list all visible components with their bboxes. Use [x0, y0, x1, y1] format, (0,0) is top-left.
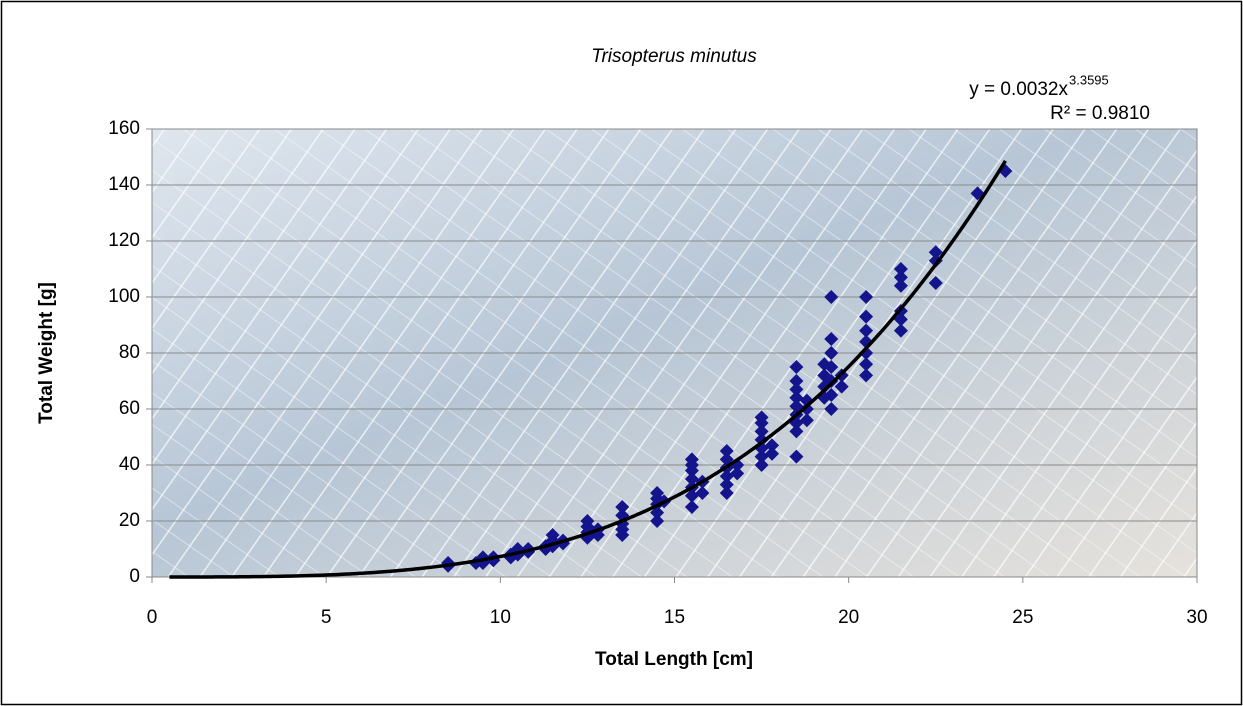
data-point	[824, 388, 839, 402]
data-point	[893, 262, 908, 276]
data-point	[799, 402, 814, 416]
data-point	[684, 472, 699, 486]
data-point	[824, 290, 839, 304]
data-point	[859, 368, 874, 383]
data-point	[799, 413, 814, 428]
y-tick-label: 80	[119, 342, 140, 363]
data-point	[730, 466, 745, 481]
data-point	[859, 309, 874, 324]
x-tick-label: 0	[147, 607, 158, 628]
data-point	[789, 382, 804, 397]
data-point	[789, 390, 804, 405]
data-point	[789, 360, 804, 374]
data-point	[754, 424, 769, 439]
data-point	[580, 514, 595, 528]
x-tick-label: 15	[664, 607, 685, 628]
x-tick-label: 20	[838, 607, 859, 628]
x-tick-label: 5	[321, 607, 332, 628]
data-point	[824, 332, 839, 346]
data-point	[928, 276, 943, 290]
y-tick-label: 100	[108, 286, 140, 307]
data-point	[789, 424, 804, 439]
data-point	[824, 402, 839, 416]
x-tick-label: 10	[490, 607, 511, 628]
data-point	[859, 323, 874, 338]
y-tick-label: 120	[108, 230, 140, 251]
y-tick-label: 20	[119, 510, 140, 531]
data-point	[859, 290, 874, 304]
trend-equation: y = 0.0032x	[969, 79, 1068, 100]
y-tick-label: 40	[119, 454, 140, 475]
y-axis-label: Total Weight [g]	[36, 282, 57, 424]
data-point	[824, 374, 839, 388]
chart-title: Trisopterus minutus	[591, 46, 757, 67]
data-point	[754, 410, 769, 425]
data-point	[893, 278, 908, 293]
data-point	[719, 477, 734, 492]
data-point	[765, 446, 780, 461]
data-point	[650, 486, 665, 500]
y-tick-label: 160	[108, 118, 140, 139]
data-point	[650, 514, 665, 528]
data-point	[719, 486, 734, 500]
y-tick-label: 0	[129, 566, 140, 587]
data-point	[684, 500, 699, 514]
trend-line	[169, 159, 1007, 579]
data-point	[789, 449, 804, 464]
data-point	[684, 488, 699, 503]
data-point	[754, 458, 769, 472]
data-point	[928, 245, 943, 260]
data-point	[859, 357, 874, 372]
data-point	[893, 323, 908, 338]
data-point	[859, 346, 874, 360]
data-point	[545, 528, 560, 542]
x-axis-label: Total Length [cm]	[595, 649, 753, 670]
trend-r-squared: R² = 0.9810	[1050, 103, 1150, 124]
data-point	[893, 270, 908, 285]
x-tick-label: 30	[1186, 607, 1207, 628]
data-point	[684, 452, 699, 467]
data-point	[615, 500, 630, 514]
data-point	[893, 312, 908, 327]
y-tick-label: 140	[108, 174, 140, 195]
data-point	[824, 346, 839, 360]
data-point	[834, 379, 849, 394]
y-tick-label: 60	[119, 398, 140, 419]
data-point	[719, 469, 734, 484]
data-point	[765, 438, 780, 453]
data-point	[695, 486, 710, 500]
data-point	[719, 444, 734, 458]
trend-exponent: 3.3595	[1069, 72, 1109, 87]
data-point	[824, 360, 839, 374]
data-point	[789, 399, 804, 414]
data-point	[789, 374, 804, 388]
x-tick-label: 25	[1012, 607, 1033, 628]
data-point	[754, 449, 769, 464]
